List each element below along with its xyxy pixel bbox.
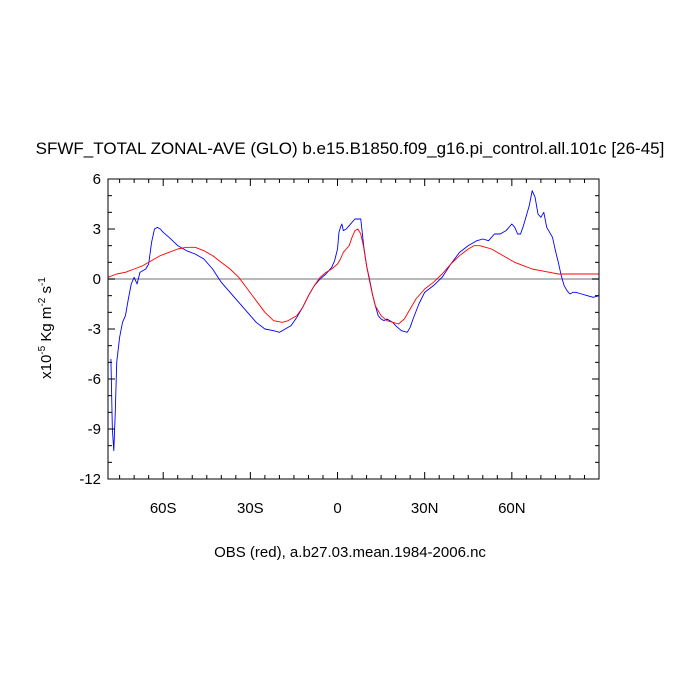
axes xyxy=(107,178,600,480)
y-axis-label: x10-5 Kg m-2 s-1 xyxy=(37,277,55,379)
x-tick-label: 60S xyxy=(150,500,177,517)
plot-area xyxy=(107,190,600,452)
series-line-model xyxy=(110,190,600,452)
series-line-obs xyxy=(107,228,599,325)
y-axis-label-unit-b: s xyxy=(38,286,55,298)
y-axis-label-exp: -5 xyxy=(37,345,48,354)
y-tick-label: -9 xyxy=(88,421,101,438)
x-tick-label: 30S xyxy=(237,500,264,517)
y-axis-label-prefix: x10 xyxy=(38,355,55,379)
x-tick-label: 0 xyxy=(333,500,341,517)
y-axis-label-unit-b-exp: -1 xyxy=(37,277,48,286)
y-tick-label: 0 xyxy=(93,271,101,288)
x-tick-label: 30N xyxy=(411,500,439,517)
y-tick-label: 3 xyxy=(93,221,101,238)
chart-title: SFWF_TOTAL ZONAL-AVE (GLO) b.e15.B1850.f… xyxy=(35,139,665,158)
y-tick-label: -12 xyxy=(79,471,101,488)
y-tick-label: -3 xyxy=(88,321,101,338)
chart-footer-caption: OBS (red), a.b27.03.mean.1984-2006.nc xyxy=(214,544,486,561)
y-axis-label-unit-a: Kg m xyxy=(38,307,55,346)
y-axis-label-unit-a-exp: -2 xyxy=(37,297,48,306)
y-tick-label: 6 xyxy=(93,171,101,188)
y-tick-label: -6 xyxy=(88,371,101,388)
tick-labels: 6 3 0 -3 -6 -9 -12 60S 30S 0 30N 60N xyxy=(79,171,525,517)
x-tick-label: 60N xyxy=(498,500,526,517)
plot-frame xyxy=(107,178,600,480)
